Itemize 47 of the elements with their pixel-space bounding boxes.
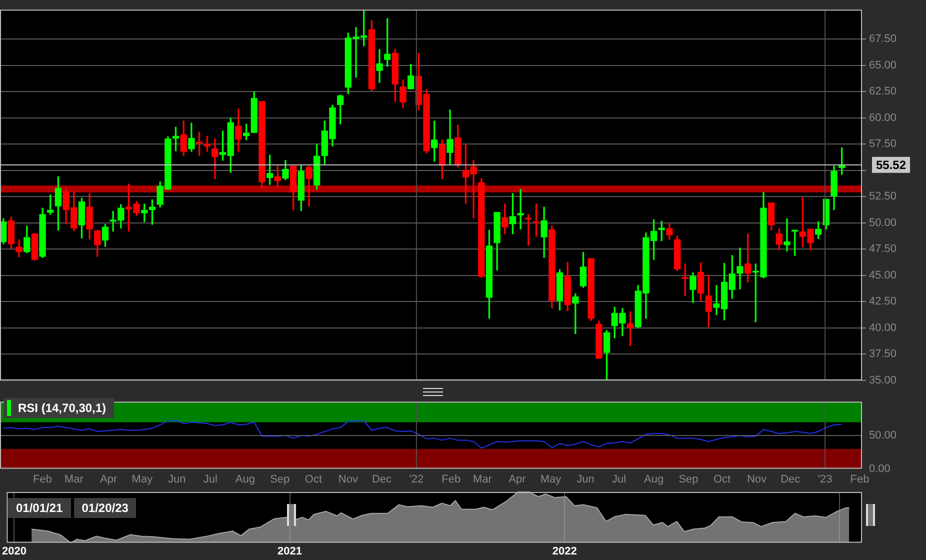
x-tick-label: Apr [508, 473, 526, 486]
x-tick-label: Feb [850, 473, 870, 486]
x-tick-label: Aug [235, 473, 255, 486]
x-tick-label: Jun [168, 473, 186, 486]
y-tick-label: 42.50 [869, 296, 897, 308]
x-tick-label: 2022 [552, 545, 577, 558]
y-tick-label: 0.00 [869, 462, 890, 475]
y-tick-label: 45.00 [869, 269, 897, 282]
y-tick-label: 57.50 [869, 138, 897, 150]
x-tick-label: Oct [304, 473, 322, 486]
chart-title: RSI (14,70,30,1) [18, 401, 106, 415]
x-tick-label: Sep [270, 473, 290, 486]
y-tick-label: 60.00 [869, 112, 897, 124]
x-tick-label: Oct [714, 473, 731, 486]
x-tick-label: Mar [473, 473, 492, 486]
y-tick-label: 52.50 [869, 190, 897, 203]
y-tick-label: 35.00 [869, 374, 897, 386]
x-tick-label: May [132, 473, 154, 486]
x-tick-label: Nov [338, 473, 358, 486]
y-tick-label: 62.50 [869, 86, 897, 98]
x-tick-label: Mar [64, 473, 84, 486]
annotation: 01/01/21 [8, 498, 71, 518]
x-tick-label: Dec [780, 473, 801, 486]
x-tick-label: Feb [442, 473, 461, 486]
annotation: 01/20/23 [74, 498, 136, 518]
x-tick-label: Jun [576, 473, 594, 486]
x-tick-label: 2020 [2, 545, 26, 558]
x-tick-label: Apr [100, 473, 118, 486]
x-tick-label: Sep [678, 473, 698, 486]
x-tick-label: Nov [746, 473, 768, 486]
x-tick-label: Jul [203, 473, 218, 486]
y-tick-label: 50.00 [869, 430, 897, 442]
x-tick-label: Feb [33, 473, 52, 486]
y-tick-label: 37.50 [869, 348, 897, 360]
x-tick-label: '22 [409, 473, 424, 486]
y-tick-label: 50.00 [869, 216, 897, 229]
y-tick-label: 47.50 [869, 243, 897, 256]
x-tick-label: Aug [644, 473, 664, 486]
y-tick-label: 65.00 [869, 59, 897, 72]
x-tick-label: Dec [372, 473, 392, 486]
y-tick-label: 40.00 [869, 322, 897, 334]
x-tick-label: '23 [818, 473, 832, 486]
x-tick-label: May [540, 473, 562, 486]
x-tick-label: Jul [612, 473, 626, 486]
ref-line-label: 55.52 [876, 158, 906, 172]
y-tick-label: 67.50 [869, 33, 897, 46]
x-tick-label: 2021 [278, 545, 302, 558]
